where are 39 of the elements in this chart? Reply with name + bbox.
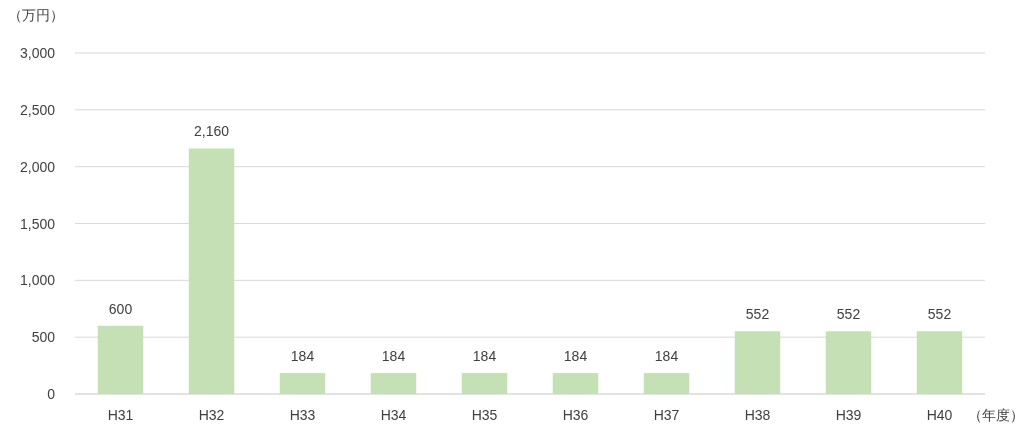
bar bbox=[734, 331, 781, 394]
x-tick-label: H40 bbox=[926, 407, 953, 423]
data-label: 184 bbox=[381, 348, 406, 365]
y-tick-label: 1,500 bbox=[19, 215, 56, 232]
y-axis-title: （万円） bbox=[8, 7, 64, 23]
x-tick-label: H31 bbox=[107, 407, 134, 423]
y-tick-label: 3,000 bbox=[19, 45, 56, 61]
bar bbox=[461, 373, 508, 394]
x-tick-label: H35 bbox=[471, 407, 498, 423]
y-tick-label: 2,500 bbox=[19, 101, 56, 118]
bar bbox=[552, 373, 599, 394]
x-tick-label: H33 bbox=[289, 407, 316, 423]
data-label: 2,160 bbox=[193, 123, 230, 140]
x-tick-label: H36 bbox=[562, 407, 589, 423]
bar bbox=[279, 373, 326, 394]
data-label: 184 bbox=[472, 348, 497, 365]
data-label: 552 bbox=[745, 306, 770, 323]
data-label: 184 bbox=[563, 348, 588, 365]
x-tick-label: H32 bbox=[198, 407, 225, 423]
x-tick-label: H37 bbox=[653, 407, 680, 423]
x-tick-label: H38 bbox=[744, 407, 771, 423]
bar bbox=[916, 331, 963, 394]
x-axis-title: （年度） bbox=[968, 407, 1024, 423]
bar bbox=[97, 325, 144, 394]
data-label: 552 bbox=[836, 306, 861, 323]
bar bbox=[370, 373, 417, 394]
x-tick-label: H34 bbox=[380, 407, 407, 423]
y-tick-label: 0 bbox=[47, 386, 56, 402]
bar bbox=[643, 373, 690, 394]
data-label: 552 bbox=[927, 306, 952, 323]
data-label: 600 bbox=[108, 300, 133, 317]
y-tick-label: 2,000 bbox=[19, 158, 56, 175]
data-label: 184 bbox=[654, 348, 679, 365]
data-label: 184 bbox=[290, 348, 315, 365]
y-tick-label: 500 bbox=[31, 329, 56, 346]
y-tick-label: 1,000 bbox=[19, 272, 56, 289]
x-tick-label: H39 bbox=[835, 407, 862, 423]
bar bbox=[188, 148, 235, 394]
bar bbox=[825, 331, 872, 394]
